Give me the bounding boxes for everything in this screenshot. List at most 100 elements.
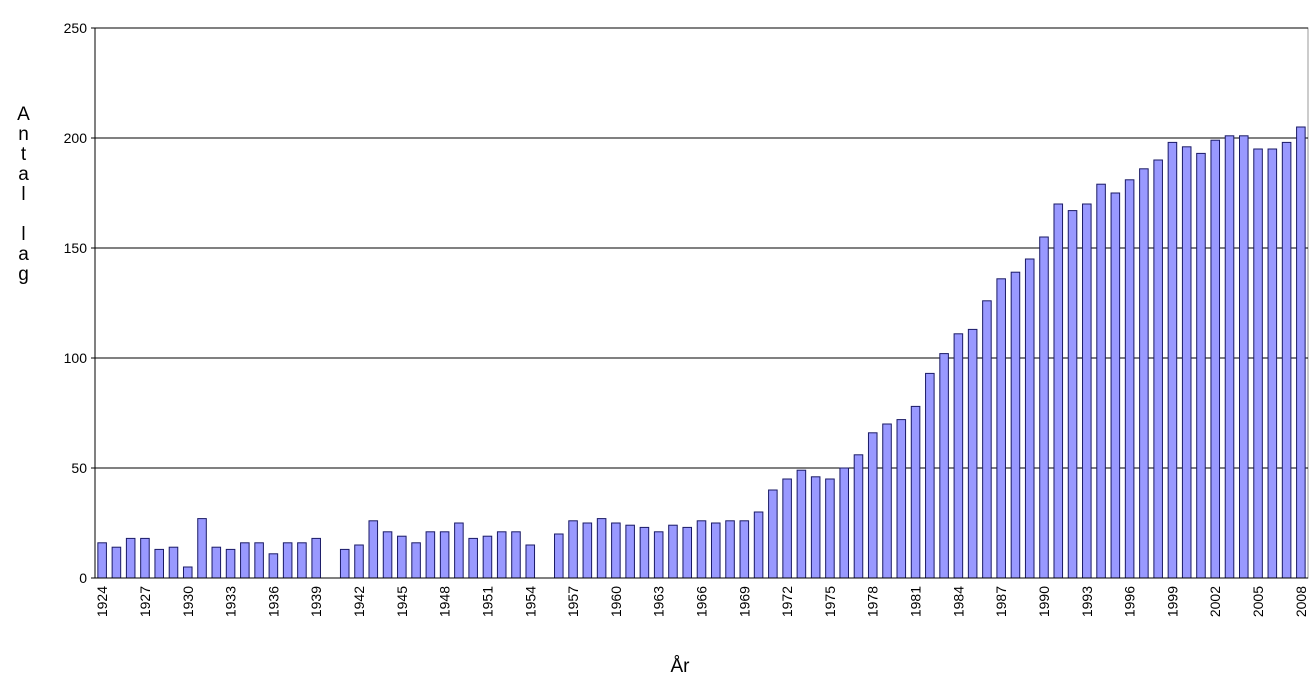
bar — [1153, 159, 1163, 579]
bar — [810, 476, 821, 579]
bar — [211, 546, 222, 579]
x-tick-label: 2005 — [1250, 586, 1266, 617]
bar — [382, 531, 393, 579]
bar — [97, 542, 107, 579]
x-tick-label: 1990 — [1036, 586, 1052, 617]
x-tick-label: 1978 — [865, 586, 881, 617]
bar — [368, 520, 379, 579]
bar — [1296, 126, 1306, 579]
bar — [339, 548, 350, 579]
bar — [111, 546, 122, 579]
x-tick-label: 1984 — [950, 586, 966, 617]
bar — [796, 469, 807, 579]
x-tick-label: 1939 — [308, 586, 324, 617]
bar — [1181, 146, 1192, 579]
x-tick-label: 1948 — [437, 586, 453, 617]
bar — [168, 546, 179, 579]
bar — [853, 454, 864, 579]
bar — [1110, 192, 1121, 579]
bar — [982, 300, 992, 579]
x-tick-label: 1993 — [1079, 586, 1095, 617]
bar — [753, 511, 764, 579]
y-tick-label: 250 — [64, 20, 88, 36]
bar — [468, 537, 478, 579]
x-tick-label: 1999 — [1164, 586, 1180, 617]
bar — [282, 542, 293, 579]
bar — [311, 537, 321, 579]
bar — [254, 542, 264, 579]
bar — [425, 531, 436, 579]
bar — [297, 542, 307, 579]
bar — [225, 548, 236, 579]
y-tick-label: 100 — [64, 350, 88, 366]
bar — [996, 278, 1006, 579]
bar — [397, 535, 407, 579]
bar — [1096, 183, 1106, 579]
bar — [953, 333, 964, 579]
x-tick-label: 1954 — [522, 586, 538, 617]
bar — [197, 518, 207, 579]
bar — [882, 423, 892, 579]
bar — [1239, 135, 1249, 579]
bar — [1253, 148, 1263, 579]
x-tick-label: 1972 — [779, 586, 795, 617]
bar — [1281, 141, 1292, 579]
bar — [596, 518, 607, 579]
bar — [568, 520, 578, 579]
bar — [653, 531, 664, 579]
bar — [496, 531, 507, 579]
bar — [1196, 152, 1206, 579]
x-tick-label: 1927 — [137, 586, 153, 617]
bar — [582, 522, 593, 579]
x-tick-label: 1924 — [94, 586, 110, 617]
bar — [1082, 203, 1092, 579]
bar — [668, 524, 678, 579]
bar — [125, 537, 136, 579]
bar — [611, 522, 621, 579]
bar — [768, 489, 778, 579]
bar — [354, 544, 364, 579]
bar — [411, 542, 421, 579]
y-tick-label: 200 — [64, 130, 88, 146]
x-tick-label: 2008 — [1293, 586, 1309, 617]
bar — [1039, 236, 1049, 579]
x-tick-label: 1936 — [265, 586, 281, 617]
bar — [525, 544, 536, 579]
x-tick-label: 1963 — [651, 586, 667, 617]
bar — [182, 566, 193, 579]
bar — [625, 524, 635, 579]
x-tick-label: 1975 — [822, 586, 838, 617]
bar — [1210, 139, 1221, 579]
bar — [511, 531, 521, 579]
bar — [867, 432, 878, 579]
bar — [1053, 203, 1064, 579]
bar — [839, 467, 849, 579]
bar — [1124, 179, 1135, 579]
x-tick-label: 1930 — [180, 586, 196, 617]
bar — [454, 522, 464, 579]
bar — [639, 526, 650, 579]
x-tick-label: 1981 — [908, 586, 924, 617]
bar — [154, 548, 164, 579]
bar — [725, 520, 735, 579]
bar — [1224, 135, 1235, 579]
y-axis-label: Antal lag — [13, 104, 34, 284]
bar — [825, 478, 835, 579]
x-tick-label: 1966 — [694, 586, 710, 617]
x-tick-label: 1996 — [1122, 586, 1138, 617]
bar — [925, 372, 935, 579]
bar — [1139, 168, 1149, 579]
bar — [896, 419, 907, 579]
bar — [268, 553, 279, 579]
x-tick-label: 1942 — [351, 586, 367, 617]
bar — [710, 522, 721, 579]
x-tick-label: 2002 — [1207, 586, 1223, 617]
x-tick-label: 1951 — [479, 586, 495, 617]
bar — [696, 520, 707, 579]
bar — [554, 533, 564, 579]
bar — [782, 478, 792, 579]
bar — [682, 526, 693, 579]
x-tick-label: 1969 — [736, 586, 752, 617]
